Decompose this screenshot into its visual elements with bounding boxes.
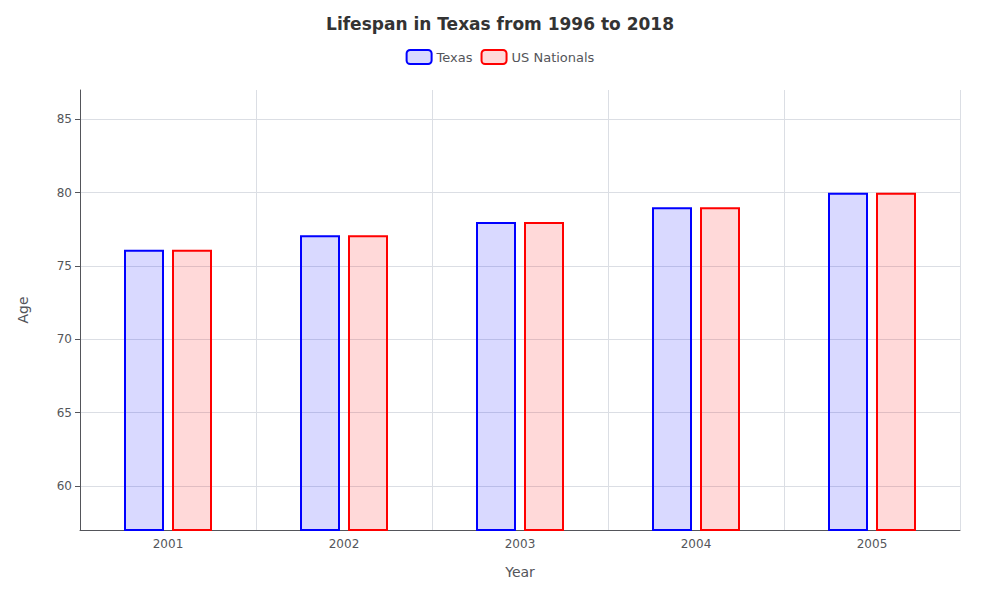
svg-text:2003: 2003 xyxy=(505,537,536,551)
svg-text:70: 70 xyxy=(57,332,72,346)
svg-text:2002: 2002 xyxy=(329,537,360,551)
svg-text:Lifespan in Texas from 1996 to: Lifespan in Texas from 1996 to 2018 xyxy=(326,14,674,34)
svg-text:Texas: Texas xyxy=(436,50,473,65)
svg-text:60: 60 xyxy=(57,479,72,493)
svg-text:Year: Year xyxy=(504,564,535,580)
svg-text:75: 75 xyxy=(57,259,72,273)
svg-text:65: 65 xyxy=(57,406,72,420)
svg-text:80: 80 xyxy=(57,186,72,200)
svg-text:2001: 2001 xyxy=(153,537,184,551)
svg-text:2004: 2004 xyxy=(681,537,712,551)
svg-text:2005: 2005 xyxy=(857,537,888,551)
svg-text:85: 85 xyxy=(57,112,72,126)
svg-text:US Nationals: US Nationals xyxy=(512,50,595,65)
svg-text:Age: Age xyxy=(15,296,31,323)
